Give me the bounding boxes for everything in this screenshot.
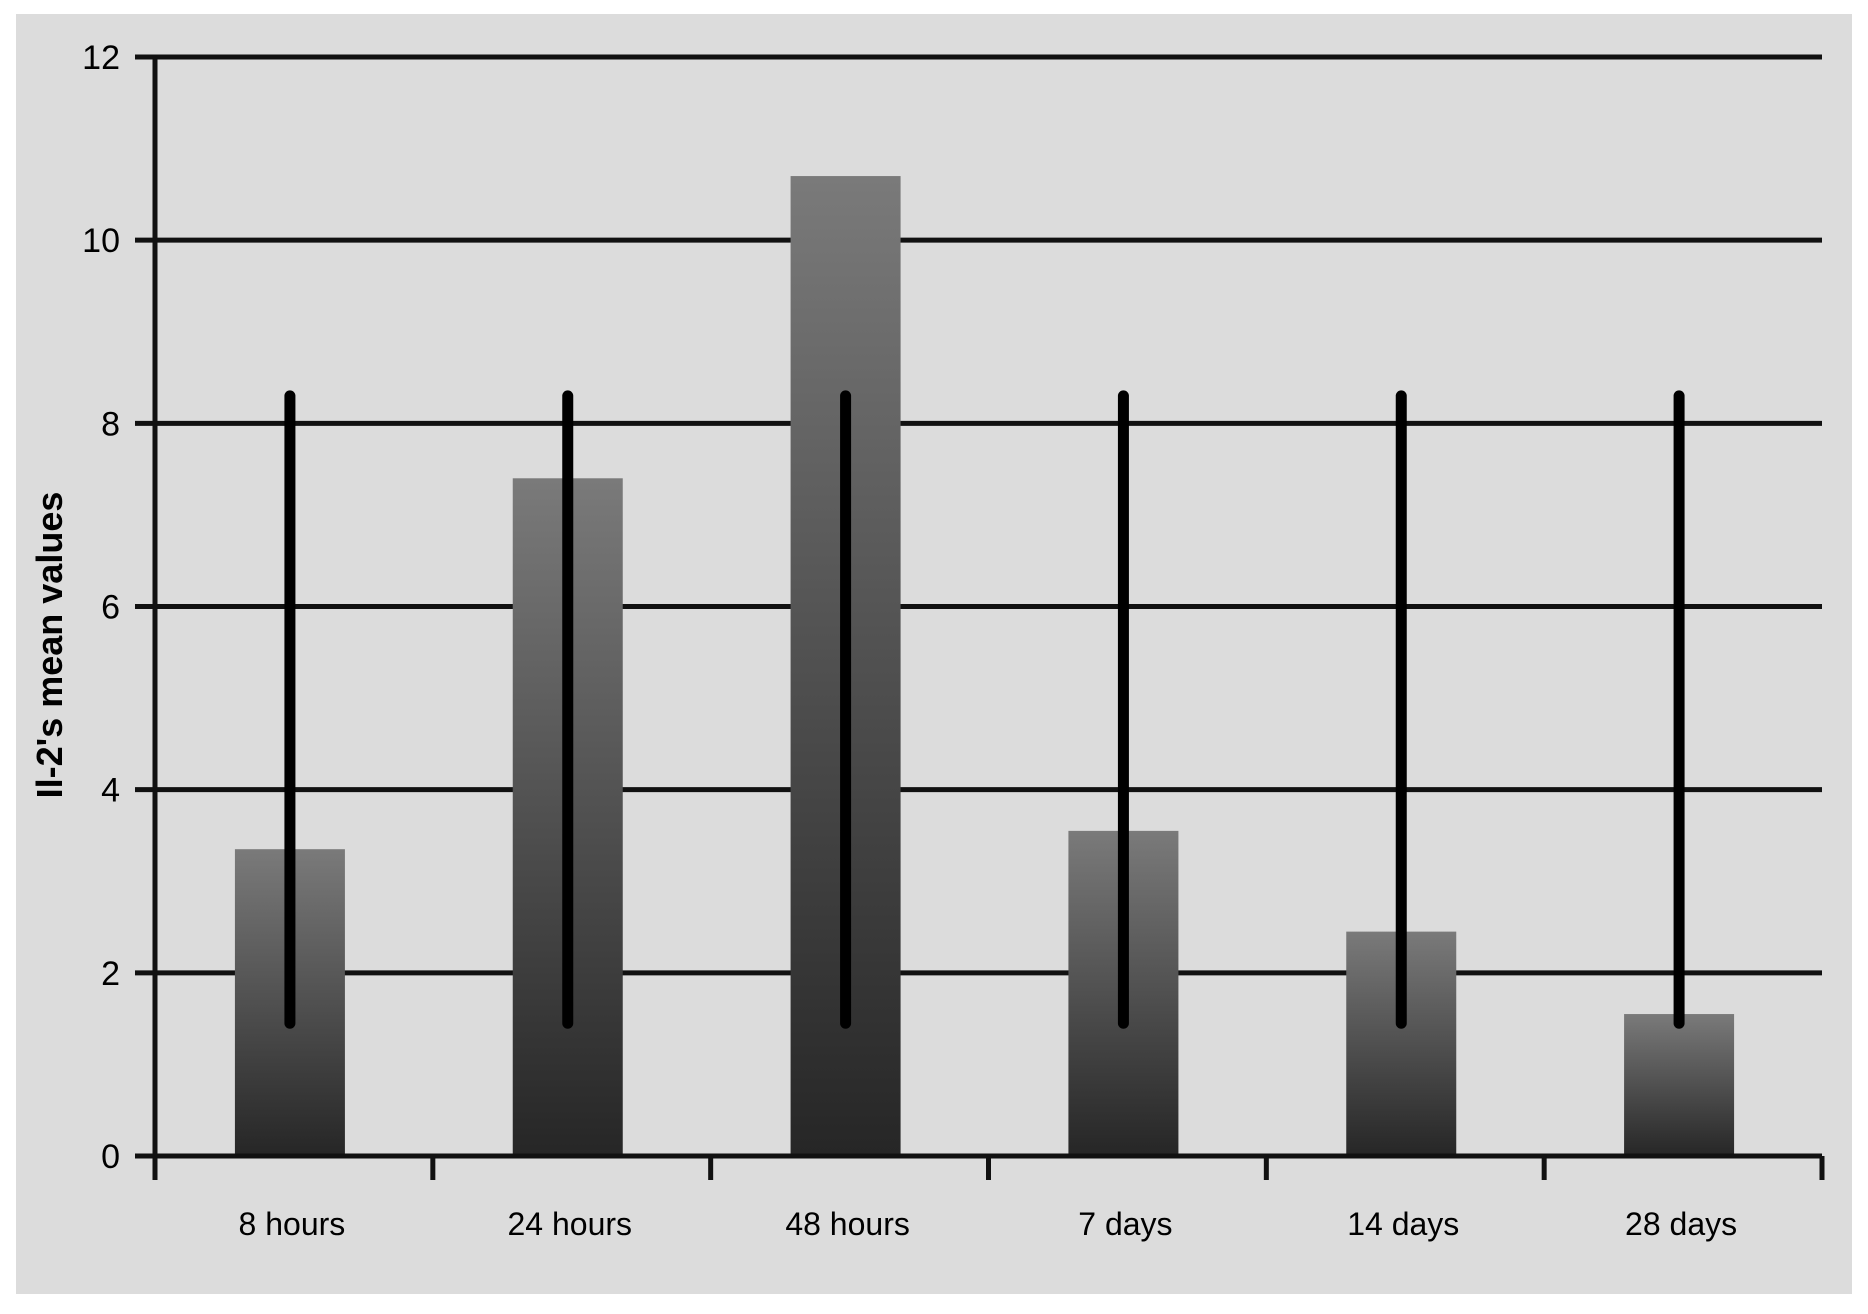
y-tick-labels: 0 2 4 6 8 10 12 [82, 39, 120, 1176]
x-tick-label: 28 days [1625, 1206, 1737, 1242]
y-tick-label: 6 [101, 589, 120, 627]
x-tick-label: 24 hours [507, 1206, 632, 1242]
bars [234, 176, 1735, 1156]
x-tick-label: 48 hours [785, 1206, 910, 1242]
x-tick-label: 14 days [1347, 1206, 1459, 1242]
y-tick-label: 4 [101, 772, 120, 810]
y-tick-label: 0 [101, 1138, 120, 1176]
y-tick-label: 10 [82, 222, 120, 260]
x-tick-label: 8 hours [239, 1206, 346, 1242]
axes [135, 57, 1825, 1180]
y-tick-label: 2 [101, 955, 120, 993]
y-tick-label: 12 [82, 39, 120, 77]
x-tick-labels: 8 hours 24 hours 48 hours 7 days 14 days 28 d… [239, 1206, 1738, 1242]
gridlines [135, 54, 1822, 976]
error-bars [284, 390, 1685, 1029]
bar [1624, 1014, 1735, 1156]
y-tick-label: 8 [101, 405, 120, 443]
x-tick-label: 7 days [1078, 1206, 1172, 1242]
y-axis-label: Il-2's mean values [29, 492, 70, 799]
